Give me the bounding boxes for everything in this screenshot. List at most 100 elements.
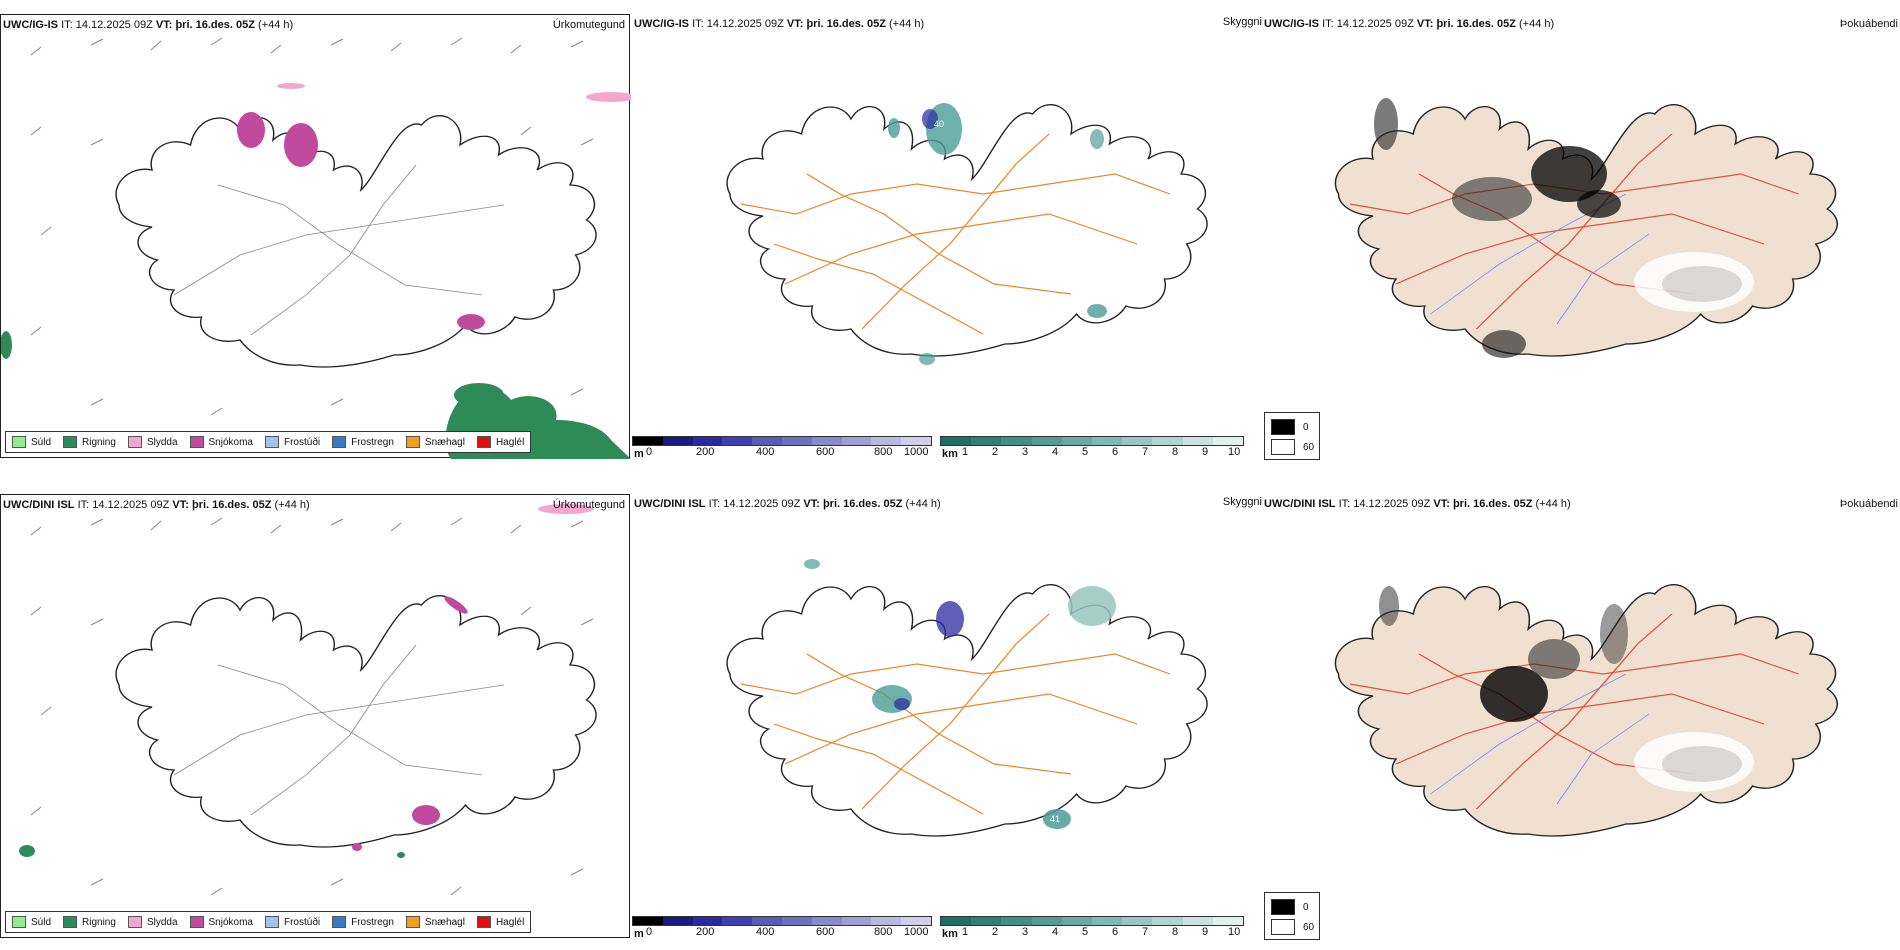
legend-item: Snæhagl [405, 916, 465, 928]
sleet-area [277, 83, 305, 89]
height-unit: m [634, 928, 644, 940]
low-cloud-base-area [922, 109, 938, 129]
visibility-map-dini: 41 UWC/DINI ISL IT: 14.12.2025 09Z VT: þ… [632, 494, 1320, 940]
tick: 0 [646, 446, 653, 458]
precip-type-map-dini: UWC/DINI ISL IT: 14.12.2025 09Z VT: þri.… [0, 494, 630, 938]
visibility-map-canvas-dini: 41 [726, 559, 1208, 837]
tick: 0 [646, 926, 653, 938]
low-visibility-area [888, 118, 900, 138]
visibility-colorbar-swatches [940, 436, 1244, 446]
fog-area [1577, 190, 1621, 218]
panel-title: UWC/DINI ISL IT: 14.12.2025 09Z VT: þri.… [3, 499, 310, 511]
legend-item: Snjókoma [189, 436, 253, 448]
tick: 10 [1228, 926, 1241, 938]
sleet-area [538, 504, 594, 514]
tick: 400 [756, 926, 775, 938]
snow-area [237, 112, 265, 148]
snow-area [457, 314, 485, 330]
glacier-area [1634, 732, 1754, 792]
visibility-unit: km [942, 448, 958, 460]
panel-title: UWC/IG-IS IT: 14.12.2025 09Z VT: þri. 16… [3, 19, 294, 31]
low-visibility-area [1090, 129, 1104, 149]
low-visibility-area [1087, 304, 1107, 318]
cloud-index-map-ig: UWC/IG-IS IT: 14.12.2025 09Z VT: þri. 16… [1264, 14, 1900, 458]
tick: 8 [1172, 446, 1179, 458]
glacier-area [1634, 252, 1754, 312]
precip-type-legend: Súld Rigning Slydda Snjókoma Frostúði Fr… [5, 911, 532, 933]
cloud-index-map-dini: UWC/DINI ISL IT: 14.12.2025 09Z VT: þri.… [1264, 494, 1900, 938]
rain-area [19, 845, 35, 857]
legend-item: Súld [12, 436, 51, 448]
tick: 400 [756, 446, 775, 458]
tick: 7 [1142, 446, 1149, 458]
legend-item: Slydda [127, 436, 178, 448]
tick: 1 [962, 926, 969, 938]
legend-item: Frostregn [332, 916, 394, 928]
precip-type-map-ig: UWC/IG-IS IT: 14.12.2025 09Z VT: þri. 16… [0, 14, 631, 459]
tick: 6 [1112, 446, 1119, 458]
tick: 1 [962, 446, 969, 458]
tick: 600 [816, 926, 835, 938]
visibility-colorbar: 1 2 3 4 5 6 7 8 9 10 [940, 916, 1244, 938]
tick: 9 [1202, 926, 1209, 938]
panel-title: UWC/IG-IS IT: 14.12.2025 09Z VT: þri. 16… [1264, 18, 1555, 30]
parameter-label: Þokuábendi [1839, 498, 1898, 510]
tick: 800 [874, 446, 893, 458]
visibility-colorbar-swatches [940, 916, 1244, 926]
low-visibility-area [1043, 809, 1071, 829]
cloud-index-legend: 0 60 [1264, 892, 1320, 940]
visibility-map-ig: 40 UWC/IG-IS IT: 14.12.2025 09Z VT: þri.… [632, 14, 1320, 460]
max-label: 40 [934, 119, 944, 129]
fog-area [1379, 586, 1399, 626]
parameter-label: Skyggni [1222, 496, 1262, 508]
height-colorbar: 0 200 400 600 800 1000 [632, 916, 932, 938]
legend-item: Rigning [63, 916, 116, 928]
precip-type-legend: Súld Rigning Slydda Snjókoma Frostúði Fr… [5, 431, 532, 453]
height-colorbar-swatches [632, 916, 932, 926]
rain-area [1, 331, 12, 359]
legend-item: Snæhagl [405, 436, 465, 448]
cloud-index-map-canvas-ig [1334, 98, 1839, 358]
max-label: 41 [1050, 814, 1060, 824]
cloud-index-map-canvas-dini [1334, 583, 1839, 837]
visibility-colorbar: 1 2 3 4 5 6 7 8 9 10 [940, 436, 1244, 458]
panel-title: UWC/DINI ISL IT: 14.12.2025 09Z VT: þri.… [634, 498, 941, 510]
low-visibility-area [804, 559, 820, 569]
snow-area [444, 596, 468, 614]
tick: 1000 [904, 926, 929, 938]
tick: 200 [696, 446, 715, 458]
fog-area [1528, 639, 1580, 679]
tick: 4 [1052, 446, 1059, 458]
fog-area [1600, 604, 1628, 664]
legend-item: Súld [12, 916, 51, 928]
legend-item: Frostúði [264, 916, 320, 928]
height-colorbar-swatches [632, 436, 932, 446]
snow-area [412, 805, 440, 825]
panel-title: UWC/IG-IS IT: 14.12.2025 09Z VT: þri. 16… [634, 18, 925, 30]
parameter-label: Úrkomutegund [552, 499, 625, 511]
fog-area [1374, 98, 1398, 150]
tick: 4 [1052, 926, 1059, 938]
precip-type-map-canvas-dini [19, 504, 597, 896]
sleet-area [586, 92, 631, 102]
tick: 5 [1082, 926, 1089, 938]
tick: 3 [1022, 446, 1029, 458]
precip-type-map-canvas-ig [1, 37, 631, 459]
legend-item: Haglél [476, 436, 524, 448]
fog-area [1662, 746, 1742, 782]
parameter-label: Skyggni [1222, 16, 1262, 28]
height-colorbar: 0 200 400 600 800 1000 [632, 436, 932, 458]
low-visibility-area [1068, 586, 1116, 626]
fog-area [1452, 177, 1532, 221]
fog-area [1531, 146, 1607, 202]
tick: 1000 [904, 446, 929, 458]
low-cloud-base-area [936, 601, 964, 637]
legend-item: Frostúði [264, 436, 320, 448]
panel-title: UWC/DINI ISL IT: 14.12.2025 09Z VT: þri.… [1264, 498, 1571, 510]
rain-area [397, 852, 405, 858]
legend-item: Frostregn [332, 436, 394, 448]
fog-area [1480, 666, 1548, 722]
tick: 8 [1172, 926, 1179, 938]
low-visibility-area [919, 353, 935, 365]
snow-area [284, 123, 318, 167]
